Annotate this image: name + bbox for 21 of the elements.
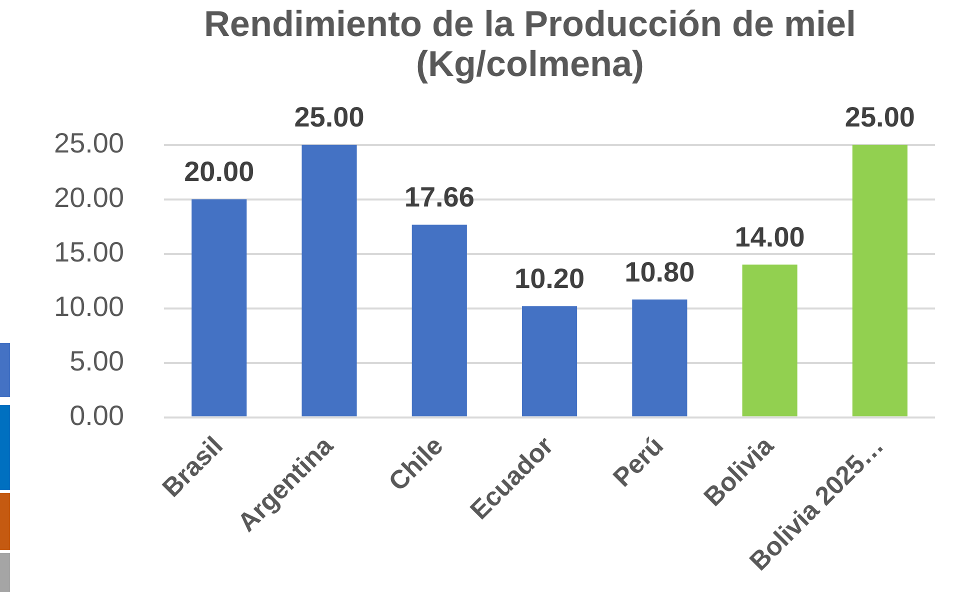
data-label: 14.00 bbox=[734, 221, 805, 252]
data-label: 20.00 bbox=[184, 156, 254, 188]
y-tick-label: 15.00 bbox=[54, 236, 124, 268]
data-label: 25.00 bbox=[844, 102, 915, 133]
bar bbox=[852, 144, 908, 416]
bar bbox=[192, 199, 247, 416]
bar bbox=[302, 144, 357, 416]
bar bbox=[412, 224, 467, 416]
y-tick-label: 20.00 bbox=[54, 182, 124, 214]
bar bbox=[742, 264, 798, 416]
y-tick-label: 5.00 bbox=[70, 345, 124, 376]
y-tick-label: 0.00 bbox=[70, 400, 124, 431]
bar bbox=[632, 300, 688, 416]
bar bbox=[522, 306, 578, 416]
y-tick-label: 10.00 bbox=[54, 291, 124, 322]
data-label: 17.66 bbox=[404, 182, 474, 213]
data-label: 10.80 bbox=[624, 256, 695, 288]
y-tick-label: 25.00 bbox=[54, 128, 124, 159]
data-label: 10.20 bbox=[514, 262, 585, 294]
chart-title: Rendimiento de la Producción de miel (Kg/colmena) bbox=[202, 3, 858, 84]
data-label: 25.00 bbox=[294, 102, 364, 133]
